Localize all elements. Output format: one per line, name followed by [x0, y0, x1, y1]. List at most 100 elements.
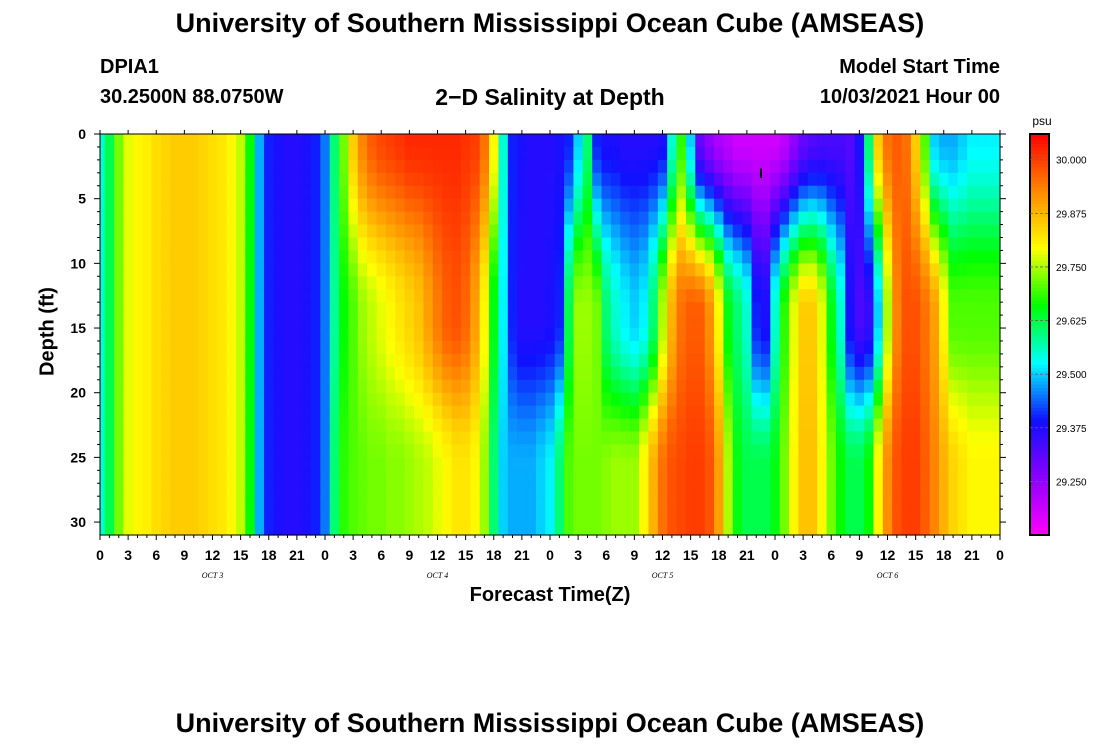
- heatmap-cell: [639, 159, 650, 174]
- heatmap-cell: [582, 340, 593, 355]
- heatmap-cell: [329, 159, 340, 174]
- heatmap-cell: [929, 289, 940, 303]
- heatmap-cell: [198, 418, 209, 433]
- heatmap-cell: [976, 172, 987, 187]
- heatmap-cell: [235, 211, 246, 226]
- heatmap-cell: [592, 353, 603, 368]
- heatmap-cell: [798, 315, 809, 329]
- heatmap-cell: [639, 431, 650, 446]
- heatmap-cell: [160, 353, 171, 368]
- heatmap-cell: [404, 483, 415, 497]
- heatmap-cell: [807, 470, 818, 484]
- heatmap-cell: [100, 198, 106, 213]
- heatmap-cell: [489, 237, 500, 252]
- colorbar-band: [1030, 458, 1049, 463]
- heatmap-cell: [882, 444, 893, 458]
- heatmap-cell: [742, 483, 753, 497]
- heatmap-cell: [610, 172, 621, 187]
- heatmap-cell: [282, 392, 293, 407]
- heatmap-cell: [685, 289, 696, 303]
- heatmap-cell: [882, 328, 893, 342]
- heatmap-cell: [751, 496, 762, 510]
- heatmap-cell: [985, 134, 996, 148]
- heatmap-cell: [245, 185, 256, 200]
- heatmap-cell: [282, 159, 293, 174]
- heatmap-cell: [104, 392, 115, 407]
- x-tick-label: 6: [377, 547, 385, 563]
- heatmap-cell: [489, 198, 500, 213]
- heatmap-cell: [292, 146, 303, 161]
- heatmap-cell: [282, 418, 293, 433]
- heatmap-cell: [179, 172, 190, 187]
- heatmap-cell: [432, 263, 443, 277]
- heatmap-cell: [517, 276, 528, 290]
- heatmap-cell: [957, 418, 968, 433]
- heatmap-cell: [554, 185, 565, 200]
- heatmap-cell: [657, 431, 668, 446]
- heatmap-cell: [104, 496, 115, 510]
- heatmap-cell: [789, 353, 800, 368]
- heatmap-cell: [798, 211, 809, 226]
- heatmap-cell: [376, 211, 387, 226]
- heatmap-cell: [207, 237, 218, 252]
- heatmap-cell: [817, 146, 828, 161]
- heatmap-cell: [817, 172, 828, 187]
- heatmap-cell: [198, 509, 209, 523]
- heatmap-cell: [864, 250, 875, 264]
- heatmap-cell: [554, 405, 565, 420]
- heatmap-cell: [226, 444, 237, 458]
- heatmap-cell: [695, 289, 706, 303]
- heatmap-cell: [620, 509, 631, 523]
- heatmap-cell: [460, 172, 471, 187]
- heatmap-cell: [470, 159, 481, 174]
- heatmap-cell: [732, 509, 743, 523]
- heatmap-cell: [432, 366, 443, 381]
- heatmap-cell: [751, 340, 762, 355]
- heatmap-cell: [648, 328, 659, 342]
- heatmap-cell: [235, 250, 246, 264]
- heatmap-cell: [920, 470, 931, 484]
- heatmap-cell: [179, 159, 190, 174]
- heatmap-cell: [367, 211, 378, 226]
- colorbar-band: [1030, 491, 1049, 496]
- heatmap-cell: [442, 470, 453, 484]
- heatmap-cell: [254, 366, 265, 381]
- heatmap-cell: [723, 172, 734, 187]
- heatmap-cell: [517, 470, 528, 484]
- heatmap-cell: [873, 250, 884, 264]
- colorbar-band: [1030, 150, 1049, 155]
- heatmap-cell: [301, 444, 312, 458]
- heatmap-cell: [676, 483, 687, 497]
- colorbar-band: [1030, 187, 1049, 192]
- heatmap-cell: [535, 134, 546, 148]
- heatmap-cell: [601, 366, 612, 381]
- heatmap-cell: [873, 328, 884, 342]
- heatmap-cell: [723, 405, 734, 420]
- heatmap-cell: [123, 315, 134, 329]
- heatmap-cell: [507, 328, 518, 342]
- heatmap-cell: [114, 405, 125, 420]
- heatmap-cell: [807, 418, 818, 433]
- heatmap-cell: [564, 392, 575, 407]
- heatmap-cell: [292, 328, 303, 342]
- heatmap-cell: [929, 470, 940, 484]
- heatmap-cell: [920, 146, 931, 161]
- heatmap-cell: [179, 263, 190, 277]
- heatmap-cell: [451, 431, 462, 446]
- heatmap-cell: [367, 198, 378, 213]
- heatmap-cell: [132, 509, 143, 523]
- heatmap-cell: [929, 263, 940, 277]
- heatmap-cell: [864, 457, 875, 471]
- heatmap-cell: [189, 522, 200, 536]
- heatmap-cell: [404, 185, 415, 200]
- heatmap-cell: [967, 457, 978, 471]
- heatmap-cell: [648, 340, 659, 355]
- heatmap-cell: [245, 340, 256, 355]
- heatmap-cell: [254, 250, 265, 264]
- heatmap-cell: [742, 366, 753, 381]
- heatmap-cell: [404, 405, 415, 420]
- heatmap-cell: [545, 405, 556, 420]
- heatmap-cell: [873, 134, 884, 148]
- heatmap-cell: [864, 159, 875, 174]
- heatmap-cell: [207, 146, 218, 161]
